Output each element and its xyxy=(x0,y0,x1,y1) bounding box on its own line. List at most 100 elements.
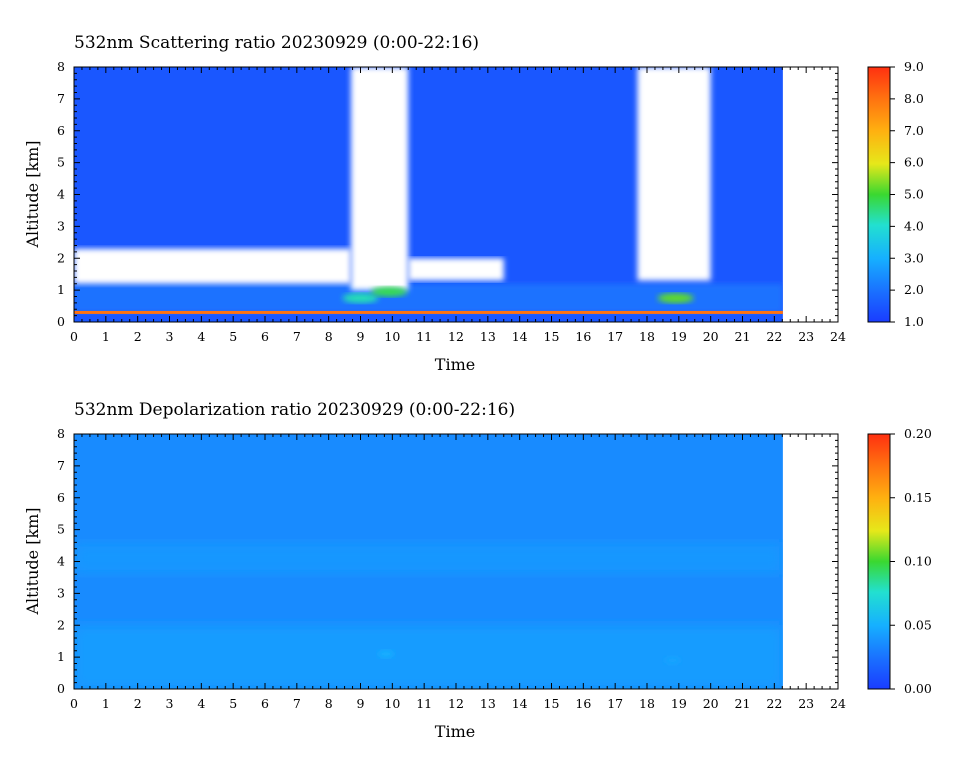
colorbar-tick-label: 6.0 xyxy=(904,155,924,170)
feature-spot xyxy=(377,649,394,658)
x-tick-label: 13 xyxy=(480,696,496,711)
low-layer-band xyxy=(74,625,783,689)
feature-spot xyxy=(664,656,681,665)
heatmap-field xyxy=(74,434,783,689)
x-tick-label: 3 xyxy=(166,329,174,344)
y-tick-label: 3 xyxy=(57,218,65,233)
x-tick-label: 22 xyxy=(766,696,782,711)
colorbar-scattering: 1.0 2.0 3.0 4.0 5.0 6.0 7.0 8.0 9.0 xyxy=(867,59,924,329)
colorbar-tick-label: 0.10 xyxy=(904,554,932,569)
colorbar-tick-label: 0.15 xyxy=(904,490,932,505)
colorbar-tick-label: 7.0 xyxy=(904,123,924,138)
x-tick-label: 10 xyxy=(384,329,400,344)
x-tick-label: 19 xyxy=(671,329,687,344)
colorbar-tick-label: 4.0 xyxy=(904,218,924,233)
title-depolarization: 532nm Depolarization ratio 20230929 (0:0… xyxy=(74,400,515,420)
y-tick-label: 6 xyxy=(57,123,65,138)
x-tick-label: 18 xyxy=(639,329,655,344)
x-tick-label: 5 xyxy=(229,696,237,711)
x-tick-label: 1 xyxy=(102,329,110,344)
x-tick-label: 19 xyxy=(671,696,687,711)
x-tick-label: 24 xyxy=(830,696,846,711)
x-tick-label: 7 xyxy=(293,696,301,711)
x-tick-label: 20 xyxy=(703,696,719,711)
x-tick-label: 21 xyxy=(735,329,751,344)
gap-region xyxy=(408,258,504,281)
mid-layer-band xyxy=(74,542,783,575)
colorbar-depolarization: 0.00 0.05 0.10 0.15 0.20 xyxy=(867,426,932,696)
y-tick-label: 4 xyxy=(57,187,65,202)
y-tick-label: 0 xyxy=(57,314,65,329)
colorbar-gradient xyxy=(867,66,891,323)
x-tick-label: 11 xyxy=(416,329,432,344)
y-tick-label: 4 xyxy=(57,554,65,569)
x-tick-label: 12 xyxy=(448,696,464,711)
colorbar-tick-label: 1.0 xyxy=(904,314,924,329)
x-tick-label: 9 xyxy=(357,329,365,344)
feature-spot xyxy=(371,286,408,297)
x-tick-label: 16 xyxy=(575,329,591,344)
y-tick-label: 6 xyxy=(57,490,65,505)
y-tick-label: 7 xyxy=(57,458,65,473)
feature-spot xyxy=(342,293,379,304)
x-tick-label: 20 xyxy=(703,329,719,344)
x-tick-label: 13 xyxy=(480,329,496,344)
colorbar-tick-label: 9.0 xyxy=(904,59,924,74)
x-tick-label: 10 xyxy=(384,696,400,711)
x-tick-label: 6 xyxy=(261,696,269,711)
y-tick-label: 5 xyxy=(57,155,65,170)
x-tick-label: 1 xyxy=(102,696,110,711)
x-tick-label: 23 xyxy=(798,329,814,344)
x-tick-label: 7 xyxy=(293,329,301,344)
ylabel-scattering: Altitude [km] xyxy=(23,140,42,248)
x-tick-label: 17 xyxy=(607,329,623,344)
gap-region xyxy=(637,67,711,281)
x-tick-label: 14 xyxy=(512,696,528,711)
x-tick-label: 0 xyxy=(70,696,78,711)
panel-scattering: 532nm Scattering ratio 20230929 (0:00-22… xyxy=(23,33,924,374)
y-tick-label: 0 xyxy=(57,681,65,696)
colorbar-tick-label: 2.0 xyxy=(904,282,924,297)
x-tick-label: 2 xyxy=(134,696,142,711)
x-tick-label: 8 xyxy=(325,329,333,344)
x-tick-label: 16 xyxy=(575,696,591,711)
y-tick-label: 2 xyxy=(57,250,65,265)
x-tick-label: 9 xyxy=(357,696,365,711)
y-tick-label: 2 xyxy=(57,617,65,632)
y-tick-label: 5 xyxy=(57,522,65,537)
y-tick-label: 7 xyxy=(57,91,65,106)
y-tick-label: 1 xyxy=(57,282,65,297)
title-scattering: 532nm Scattering ratio 20230929 (0:00-22… xyxy=(74,33,479,53)
x-tick-label: 14 xyxy=(512,329,528,344)
colorbar-gradient xyxy=(867,433,891,690)
colorbar-tick-label: 0.00 xyxy=(904,681,932,696)
x-tick-label: 17 xyxy=(607,696,623,711)
feature-spot xyxy=(657,293,694,304)
x-tick-label: 24 xyxy=(830,329,846,344)
gap-region xyxy=(74,248,351,284)
ylabel-depolarization: Altitude [km] xyxy=(23,507,42,615)
plot-area-scattering: 0 1 2 3 4 5 6 7 8 9 10 11 12 13 14 15 16 17 18 19 20 21 22 23 24… xyxy=(57,59,846,344)
xlabel-scattering: Time xyxy=(435,355,475,374)
plot-area-depolarization: 0 1 2 3 4 5 6 7 8 9 10 11 12 13 14 15 16 17 18 19 20 21 22 23 24… xyxy=(57,426,846,711)
x-tick-label: 2 xyxy=(134,329,142,344)
x-tick-label: 5 xyxy=(229,329,237,344)
x-tick-label: 6 xyxy=(261,329,269,344)
y-tick-label: 3 xyxy=(57,585,65,600)
x-tick-label: 4 xyxy=(197,696,205,711)
gap-region xyxy=(350,67,409,291)
x-tick-label: 15 xyxy=(544,329,560,344)
heatmap-field xyxy=(74,67,783,322)
colorbar-tick-label: 8.0 xyxy=(904,91,924,106)
colorbar-tick-label: 5.0 xyxy=(904,187,924,202)
x-tick-label: 8 xyxy=(325,696,333,711)
y-tick-label: 8 xyxy=(57,59,65,74)
x-tick-label: 18 xyxy=(639,696,655,711)
x-tick-label: 23 xyxy=(798,696,814,711)
colorbar-tick-label: 0.05 xyxy=(904,617,932,632)
xlabel-depolarization: Time xyxy=(435,722,475,741)
x-tick-label: 3 xyxy=(166,696,174,711)
panel-depolarization: 532nm Depolarization ratio 20230929 (0:0… xyxy=(23,400,932,741)
x-tick-label: 4 xyxy=(197,329,205,344)
